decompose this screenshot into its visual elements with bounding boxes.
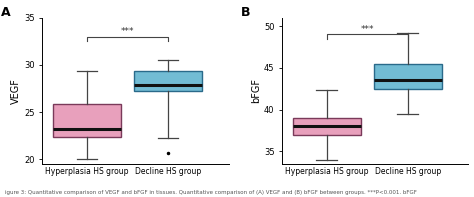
Bar bbox=[292, 118, 361, 135]
Bar bbox=[134, 71, 202, 91]
Bar bbox=[374, 64, 442, 89]
Text: A: A bbox=[1, 6, 11, 19]
Text: B: B bbox=[241, 6, 251, 19]
Y-axis label: VEGF: VEGF bbox=[11, 78, 21, 104]
Y-axis label: bFGF: bFGF bbox=[251, 78, 261, 103]
Bar bbox=[53, 104, 121, 138]
Text: igure 3: Quantitative comparison of VEGF and bFGF in tissues. Quantitative compa: igure 3: Quantitative comparison of VEGF… bbox=[5, 190, 417, 195]
Text: ***: *** bbox=[120, 27, 134, 36]
Text: ***: *** bbox=[360, 25, 374, 34]
